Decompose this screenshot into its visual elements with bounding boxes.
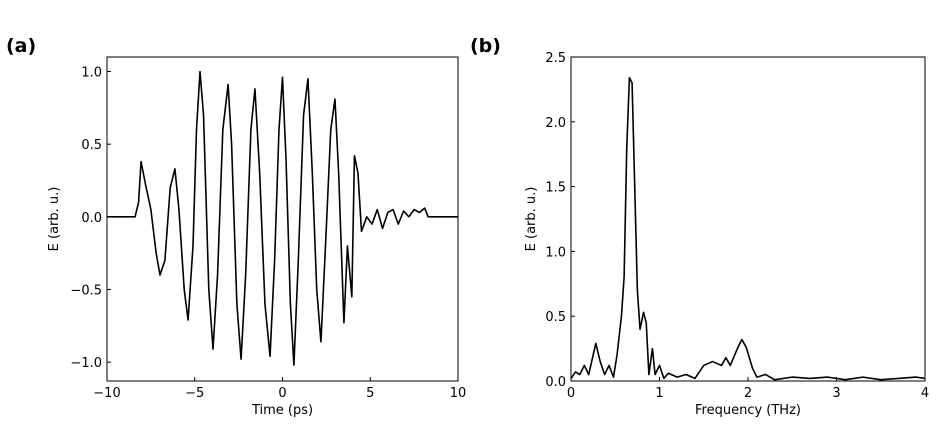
y-tick-label: 0.0 <box>545 375 566 390</box>
x-tick-label: 5 <box>366 386 374 401</box>
panel-label: (b) <box>470 35 501 57</box>
data-line <box>107 70 458 366</box>
x-tick-label: 4 <box>921 386 929 401</box>
y-tick-label: 0.5 <box>81 138 102 153</box>
y-axis-label: E (arb. u.) <box>524 187 539 252</box>
y-tick-label: 1.0 <box>545 245 566 260</box>
y-tick-label: 2.5 <box>545 51 566 66</box>
x-tick-label: 3 <box>832 386 840 401</box>
x-axis-label: Time (ps) <box>251 403 313 418</box>
y-tick-label: 0.0 <box>81 211 102 226</box>
y-tick-label: 0.5 <box>545 310 566 325</box>
x-tick-label: 2 <box>744 386 752 401</box>
x-tick-label: 0 <box>278 386 286 401</box>
y-axis-label: E (arb. u.) <box>47 187 62 252</box>
x-tick-label: −10 <box>93 386 120 401</box>
data-line <box>570 76 926 381</box>
axes-frame <box>570 56 926 382</box>
y-tick-label: 1.0 <box>81 66 102 81</box>
x-tick-label: 0 <box>567 386 575 401</box>
axes-frame <box>106 56 459 382</box>
x-tick-label: 1 <box>655 386 663 401</box>
panel-label: (a) <box>6 35 36 57</box>
y-tick-label: 1.5 <box>545 181 566 196</box>
x-tick-label: −5 <box>185 386 204 401</box>
x-tick-label: 10 <box>450 386 467 401</box>
y-tick-label: −1.0 <box>70 356 102 371</box>
x-axis-label: Frequency (THz) <box>695 403 801 418</box>
y-tick-label: −0.5 <box>70 283 102 298</box>
y-tick-label: 2.0 <box>545 116 566 131</box>
